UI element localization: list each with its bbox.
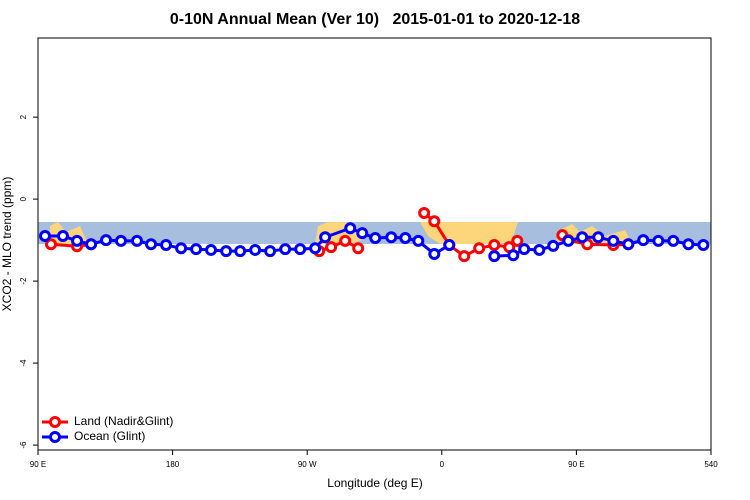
point <box>369 232 382 245</box>
y-tick-label: -2 <box>19 277 28 285</box>
point <box>667 234 680 247</box>
point <box>412 234 425 247</box>
point <box>309 242 322 255</box>
x-tick-label: 180 <box>166 460 180 469</box>
plot-frame <box>37 37 712 451</box>
point <box>294 243 307 256</box>
point <box>339 234 352 247</box>
point <box>234 245 247 258</box>
point <box>352 242 365 255</box>
y-tick-label: -4 <box>19 359 28 367</box>
point <box>205 243 218 256</box>
y-axis-label: XCO2 - MLO trend (ppm) <box>0 177 14 312</box>
point <box>45 238 58 251</box>
point <box>607 234 620 247</box>
chart-title: 0-10N Annual Mean (Ver 10) 2015-01-01 to… <box>170 11 580 28</box>
y-tick-label: 2 <box>19 114 28 119</box>
point <box>652 234 665 247</box>
point <box>145 238 158 251</box>
point <box>533 243 546 256</box>
point <box>344 222 357 235</box>
point <box>264 245 277 258</box>
point <box>39 230 52 243</box>
legend-marker <box>49 416 61 428</box>
point <box>56 230 69 243</box>
point <box>71 234 84 247</box>
point <box>458 250 471 263</box>
point <box>518 243 531 256</box>
point <box>473 242 486 255</box>
point <box>511 234 524 247</box>
point <box>592 231 605 244</box>
point <box>115 234 128 247</box>
legend-label: Ocean (Glint) <box>74 429 145 443</box>
point <box>507 249 520 262</box>
legend-marker <box>49 431 61 443</box>
point <box>190 243 203 256</box>
x-tick-label: 90 W <box>298 460 317 469</box>
point <box>622 238 635 251</box>
point <box>385 231 398 244</box>
point <box>488 239 501 252</box>
point <box>249 243 262 256</box>
point <box>279 243 292 256</box>
x-tick-label: 90 E <box>30 460 46 469</box>
point <box>160 239 173 252</box>
point <box>443 239 456 252</box>
point <box>562 234 575 247</box>
point <box>399 232 412 245</box>
point <box>428 215 441 228</box>
x-tick-label: 0 <box>440 460 445 469</box>
point <box>682 238 695 251</box>
point <box>697 239 710 252</box>
point <box>100 234 113 247</box>
y-tick-label: 0 <box>19 196 28 201</box>
x-tick-label: 90 E <box>568 460 584 469</box>
point <box>220 245 233 258</box>
x-axis-label: Longitude (deg E) <box>327 476 422 490</box>
point <box>319 231 332 244</box>
point <box>637 234 650 247</box>
point <box>131 234 144 247</box>
legend-label: Land (Nadir&Glint) <box>74 414 173 428</box>
point <box>325 241 338 254</box>
point <box>576 231 589 244</box>
point <box>428 248 441 261</box>
x-tick-label: 540 <box>704 460 718 469</box>
point <box>175 242 188 255</box>
point <box>418 207 431 220</box>
point <box>488 250 501 263</box>
point <box>85 238 98 251</box>
point <box>356 227 369 240</box>
point <box>547 239 560 252</box>
y-tick-label: -6 <box>19 441 28 449</box>
